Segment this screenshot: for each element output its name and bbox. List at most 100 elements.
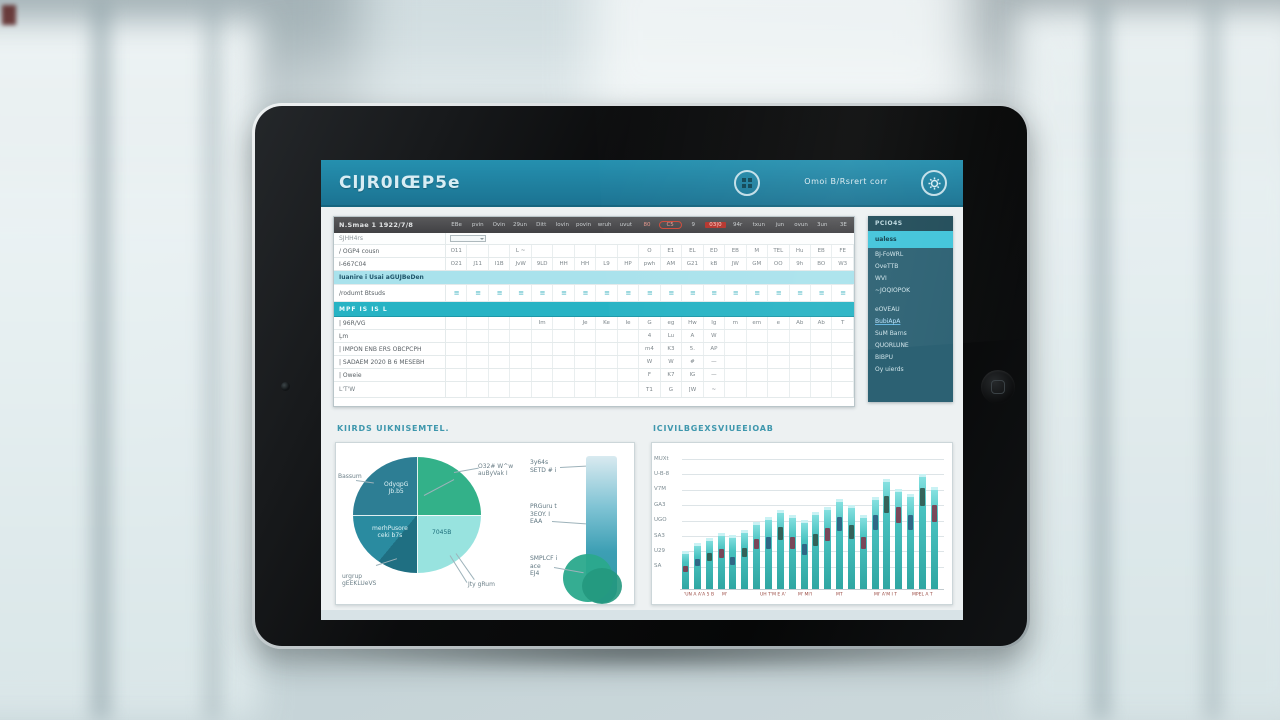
sheet-cell[interactable]: em (747, 317, 769, 329)
sheet-cell[interactable]: Lu (661, 330, 683, 342)
sheet-column-header[interactable]: 3E (839, 222, 847, 228)
sheet-cell[interactable] (790, 369, 811, 381)
home-button[interactable] (981, 370, 1015, 404)
sheet-cell[interactable] (532, 343, 554, 355)
sheet-cell[interactable]: M (747, 245, 769, 257)
sheet-cell[interactable] (532, 356, 554, 368)
sidebar-item[interactable]: WVI (875, 275, 887, 282)
sheet-cell[interactable]: GM (747, 258, 769, 270)
sheet-cell[interactable] (618, 343, 640, 355)
sheet-cell[interactable]: Hu (790, 245, 811, 257)
sheet-cell[interactable]: JvW (510, 258, 532, 270)
sheet-column-header[interactable]: 9 (691, 222, 696, 228)
sheet-cell[interactable]: BO (811, 258, 833, 270)
settings-button[interactable] (921, 170, 947, 196)
sheet-cell[interactable] (489, 382, 511, 397)
sheet-cell[interactable]: O21 (446, 258, 468, 270)
sheet-cell[interactable]: m (725, 317, 747, 329)
sheet-cell[interactable] (790, 343, 811, 355)
sheet-column-header[interactable]: EBe (451, 222, 462, 228)
sheet-column-header[interactable]: 80 (643, 222, 651, 228)
sheet-cell[interactable]: ≡ (553, 285, 575, 301)
sheet-cell[interactable] (510, 356, 532, 368)
sheet-cell[interactable]: AM (661, 258, 683, 270)
sheet-cell[interactable] (747, 343, 769, 355)
sheet-cell[interactable]: ≡ (768, 285, 790, 301)
sheet-cell[interactable]: W (661, 356, 683, 368)
sheet-cell[interactable] (489, 330, 511, 342)
sheet-cell[interactable]: W (639, 356, 661, 368)
sheet-cell[interactable]: ≡ (575, 285, 597, 301)
sheet-cell[interactable]: K7 (661, 369, 683, 381)
sheet-cell[interactable]: Ab (811, 317, 833, 329)
sheet-cell[interactable]: ≡ (747, 285, 769, 301)
sheet-cell[interactable] (725, 343, 747, 355)
sheet-cell[interactable]: ≡ (682, 285, 704, 301)
sheet-cell[interactable]: ≡ (811, 285, 833, 301)
sheet-cell[interactable] (489, 245, 511, 257)
sheet-cell[interactable]: ≡ (639, 285, 661, 301)
sheet-cell[interactable]: EL (682, 245, 704, 257)
sheet-cell[interactable] (596, 245, 618, 257)
sheet-cell[interactable] (553, 369, 575, 381)
sheet-cell[interactable]: Hw (682, 317, 704, 329)
sheet-cell[interactable] (768, 330, 790, 342)
sheet-cell[interactable]: ≡ (596, 285, 618, 301)
apps-button[interactable] (734, 170, 760, 196)
sheet-cell[interactable] (446, 369, 468, 381)
sheet-cell[interactable]: ≡ (489, 285, 511, 301)
sheet-column-header[interactable]: 29un (513, 222, 528, 228)
sheet-cell[interactable]: 5. (682, 343, 704, 355)
sheet-cell[interactable]: Ig (704, 317, 726, 329)
sheet-cell[interactable]: EB (725, 245, 747, 257)
sheet-cell[interactable]: G (639, 317, 661, 329)
sheet-cell[interactable] (510, 369, 532, 381)
sheet-cell[interactable] (489, 343, 511, 355)
sheet-column-header[interactable]: 03|0 (704, 222, 727, 228)
sheet-cell[interactable] (618, 382, 640, 397)
sheet-cell[interactable] (446, 343, 468, 355)
sheet-cell[interactable] (446, 330, 468, 342)
sheet-cell[interactable]: Je (575, 317, 597, 329)
sheet-cell[interactable] (832, 343, 854, 355)
sheet-cell[interactable]: # (682, 356, 704, 368)
sheet-cell[interactable]: [W (682, 382, 704, 397)
sheet-column-header[interactable]: jun (775, 222, 785, 228)
sheet-column-header[interactable]: Ditt (536, 222, 547, 228)
sidebar-item[interactable]: BIBPU (875, 354, 894, 361)
sheet-cell[interactable] (811, 382, 833, 397)
sheet-cell[interactable] (467, 317, 489, 329)
sheet-column-header[interactable]: uvut (619, 222, 633, 228)
sheet-cell[interactable]: IG (682, 369, 704, 381)
sheet-cell[interactable]: 4 (639, 330, 661, 342)
sheet-cell[interactable]: HH (575, 258, 597, 270)
sheet-cell[interactable]: ≡ (790, 285, 811, 301)
sheet-cell[interactable]: ED (704, 245, 726, 257)
sheet-cell[interactable]: AP (704, 343, 726, 355)
sheet-cell[interactable] (575, 382, 597, 397)
sheet-cell[interactable] (467, 330, 489, 342)
sheet-cell[interactable]: kB (704, 258, 726, 270)
sheet-column-header[interactable]: Ovin (492, 222, 506, 228)
sheet-cell[interactable]: ≡ (618, 285, 640, 301)
sheet-cell[interactable]: ≡ (467, 285, 489, 301)
sheet-cell[interactable]: 9LD (532, 258, 554, 270)
sheet-cell[interactable] (532, 369, 554, 381)
sheet-cell[interactable] (768, 369, 790, 381)
sheet-cell[interactable] (596, 356, 618, 368)
sheet-cell[interactable] (832, 330, 854, 342)
sheet-cell[interactable] (747, 356, 769, 368)
sheet-cell[interactable] (467, 382, 489, 397)
filter-dropdown[interactable] (450, 235, 486, 242)
sheet-cell[interactable] (532, 330, 554, 342)
sheet-cell[interactable] (747, 369, 769, 381)
sheet-cell[interactable]: — (704, 369, 726, 381)
sheet-column-header[interactable]: povin (575, 222, 592, 228)
sheet-cell[interactable]: ~ (704, 382, 726, 397)
sheet-cell[interactable]: HH (553, 258, 575, 270)
sheet-cell[interactable]: L ~ (510, 245, 532, 257)
sheet-cell[interactable] (532, 382, 554, 397)
sheet-cell[interactable] (790, 330, 811, 342)
sidebar-item[interactable]: Oy uierds (875, 366, 904, 373)
sheet-cell[interactable]: JW (725, 258, 747, 270)
